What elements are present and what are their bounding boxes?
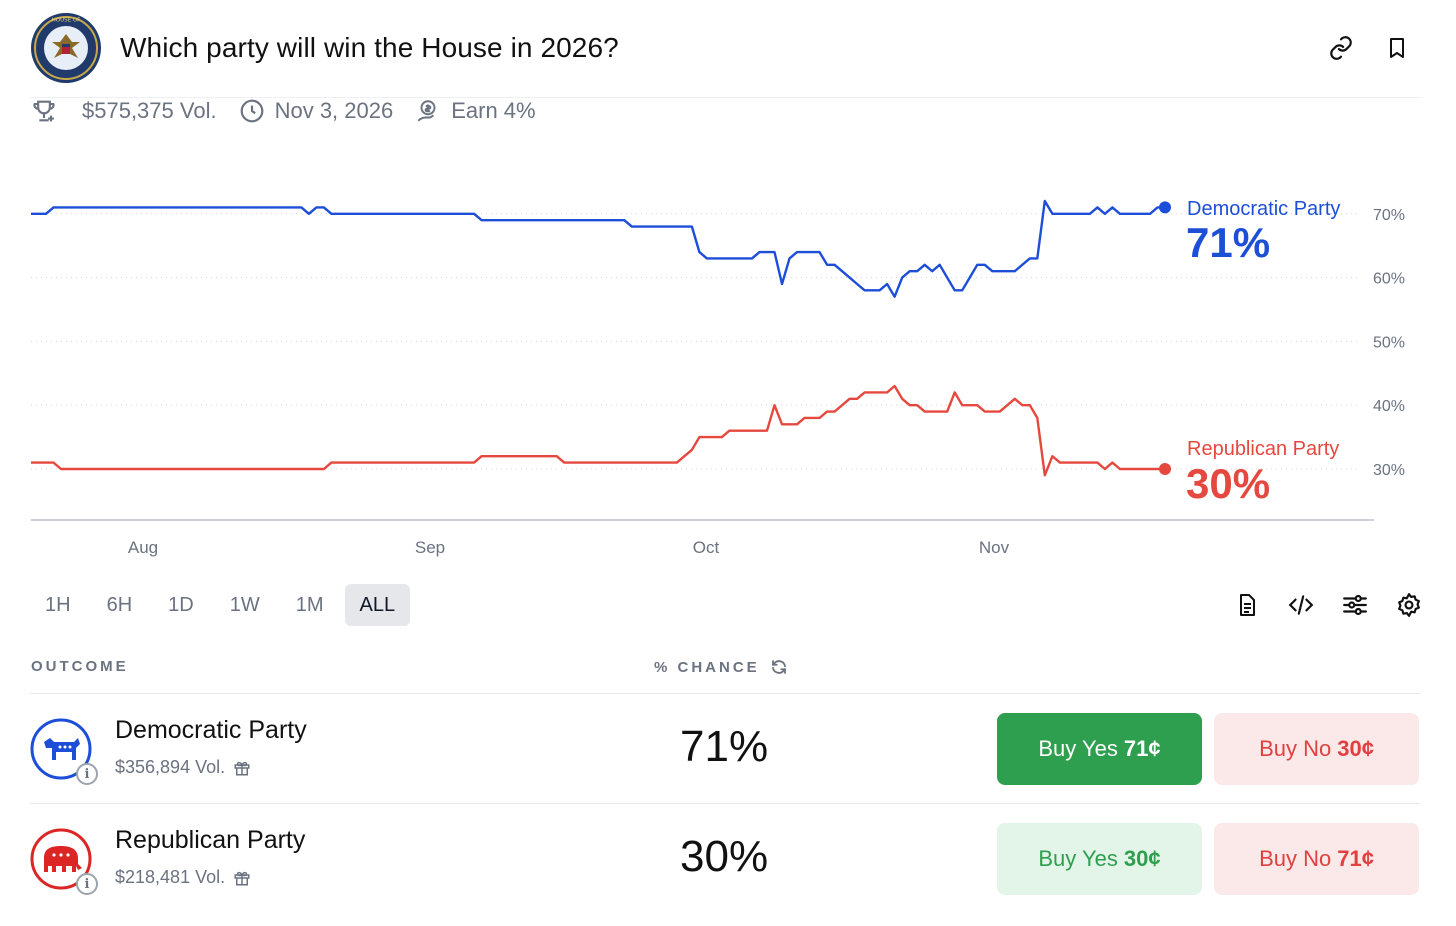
range-button-1m[interactable]: 1M [295,593,324,616]
info-icon[interactable]: i [76,763,98,785]
outcome-volume: $218,481 Vol. [115,867,251,888]
outcome-row: i Republican Party $218,481 Vol. 30% Buy… [30,804,1420,914]
info-icon[interactable]: i [76,873,98,895]
democrat-donkey-icon [30,718,92,780]
refresh-icon[interactable] [770,658,788,676]
volume-text: $575,375 Vol. [82,98,217,123]
outcome-row: i Democratic Party $356,894 Vol. 71% Buy… [30,694,1420,804]
outcome-chance: 71% [680,722,769,771]
end-date-text: Nov 3, 2026 [274,98,394,123]
outcome-chance: 30% [680,832,769,881]
range-button-1w[interactable]: 1W [229,593,260,616]
chance-column-header: % CHANCE [654,658,788,676]
earn-text: Earn 4% [451,98,536,123]
buy-yes-button[interactable]: Buy Yes 71¢ [997,713,1202,785]
buy-no-price: 30¢ [1337,736,1374,761]
volume-stat: $575,375 Vol. [30,97,217,125]
range-button-all[interactable]: ALL [344,584,411,626]
svg-text:HOUSE OF: HOUSE OF [52,18,81,24]
x-tick-label: Sep [415,538,445,557]
sliders-icon[interactable] [1342,592,1368,618]
earn-stat[interactable]: Earn 4% [415,98,536,124]
x-tick-label: Aug [128,538,158,557]
outcome-volume-text: $218,481 Vol. [115,867,226,887]
series-line [31,384,1165,477]
buy-yes-label: Buy Yes [1038,736,1118,761]
gift-icon[interactable] [233,869,251,887]
gift-icon[interactable] [233,759,251,777]
time-range-selector: 1H 6H 1D 1W 1M ALL [30,584,411,626]
page-title: Which party will win the House in 2026? [120,32,619,63]
buy-yes-price: 71¢ [1123,736,1161,761]
settings-gear-icon[interactable] [1396,592,1422,618]
house-seal-icon: HOUSE OF [31,13,101,83]
republican-elephant-icon [30,828,92,890]
copy-link-icon[interactable] [1328,35,1354,61]
chart-tools [1234,592,1422,618]
x-tick-label: Nov [979,538,1010,557]
range-button-6h[interactable]: 6H [106,593,133,616]
price-history-chart: Aug Sep Oct Nov 70% 60% 50% 40% 30% Democratic … [31,198,1405,557]
buy-no-price: 71¢ [1337,846,1374,871]
y-tick-label: 60% [1373,271,1405,288]
earn-coin-icon [417,100,436,122]
market-header: HOUSE OF Which party will win the House … [30,10,1422,86]
buy-no-label: Buy No [1259,846,1332,871]
buy-no-label: Buy No [1259,736,1332,761]
outcome-volume-text: $356,894 Vol. [115,757,226,777]
buy-yes-button[interactable]: Buy Yes 30¢ [997,823,1202,895]
outcome-volume: $356,894 Vol. [115,757,251,778]
range-button-1d[interactable]: 1D [168,593,194,616]
outcome-name: Republican Party [115,826,306,854]
y-tick-label: 40% [1373,398,1405,415]
bookmark-icon[interactable] [1384,35,1410,61]
buy-yes-label: Buy Yes [1038,846,1118,871]
series-value-label: 30% [1186,460,1270,507]
outcome-table-header: OUTCOME % CHANCE [30,656,1420,694]
series-endpoint [1159,201,1171,214]
embed-code-icon[interactable] [1288,592,1314,618]
range-button-1h[interactable]: 1H [45,593,71,616]
end-date-stat: Nov 3, 2026 [239,98,394,124]
outcome-column-header: OUTCOME [31,658,129,675]
series-line [31,199,1165,298]
market-meta: $575,375 Vol. Nov 3, 2026 Earn 4% [30,96,558,126]
buy-yes-price: 30¢ [1123,846,1161,871]
x-tick-label: Oct [693,538,720,557]
series-name-label: Republican Party [1187,438,1339,460]
clock-icon [240,99,263,123]
buy-no-button[interactable]: Buy No 71¢ [1214,823,1419,895]
buy-no-button[interactable]: Buy No 30¢ [1214,713,1419,785]
outcome-name: Democratic Party [115,716,307,744]
y-tick-label: 30% [1373,462,1405,479]
series-value-label: 71% [1186,219,1270,266]
chance-column-label: % CHANCE [654,658,760,676]
y-tick-label: 70% [1373,207,1405,224]
header-divider [30,97,1422,98]
document-icon[interactable] [1234,592,1260,618]
trophy-icon [33,100,55,122]
series-name-label: Democratic Party [1187,198,1340,220]
y-tick-label: 50% [1373,334,1405,351]
series-endpoint [1159,462,1171,475]
